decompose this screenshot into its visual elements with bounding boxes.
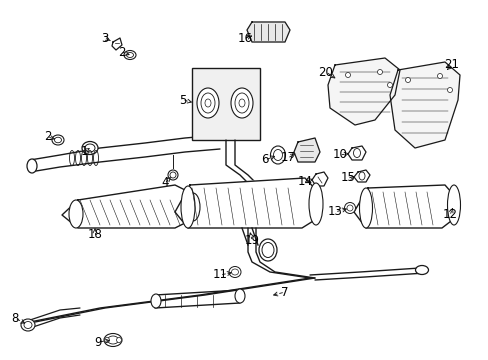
Ellipse shape — [54, 137, 61, 143]
Text: 12: 12 — [442, 208, 457, 221]
Ellipse shape — [27, 159, 37, 173]
Text: 2: 2 — [118, 45, 125, 58]
Text: 2: 2 — [44, 130, 52, 144]
Polygon shape — [293, 138, 319, 162]
Ellipse shape — [107, 336, 118, 344]
Text: 19: 19 — [244, 234, 259, 247]
Text: 21: 21 — [444, 58, 459, 72]
Ellipse shape — [201, 93, 215, 113]
Ellipse shape — [104, 337, 109, 342]
Text: 1: 1 — [80, 145, 87, 158]
Text: 8: 8 — [11, 311, 19, 324]
Ellipse shape — [104, 333, 122, 346]
Text: 14: 14 — [297, 175, 312, 189]
Text: 10: 10 — [332, 148, 347, 162]
Ellipse shape — [85, 144, 95, 152]
Polygon shape — [389, 62, 459, 148]
Text: 5: 5 — [179, 94, 186, 107]
Polygon shape — [246, 22, 289, 42]
Ellipse shape — [24, 321, 32, 328]
Polygon shape — [112, 38, 122, 50]
Ellipse shape — [386, 82, 392, 87]
Ellipse shape — [21, 319, 35, 331]
Ellipse shape — [405, 77, 409, 82]
Ellipse shape — [437, 73, 442, 78]
Ellipse shape — [185, 193, 200, 221]
Text: 15: 15 — [340, 171, 355, 184]
Ellipse shape — [344, 202, 355, 213]
Ellipse shape — [259, 239, 276, 261]
Ellipse shape — [181, 186, 195, 228]
Ellipse shape — [359, 188, 372, 228]
Ellipse shape — [151, 294, 161, 308]
Bar — [192, 68, 260, 140]
Polygon shape — [353, 185, 457, 228]
Polygon shape — [311, 172, 327, 186]
Ellipse shape — [235, 289, 244, 303]
Ellipse shape — [69, 200, 83, 228]
Ellipse shape — [345, 72, 350, 77]
Ellipse shape — [377, 69, 382, 75]
Text: 18: 18 — [87, 229, 102, 242]
Text: 4: 4 — [161, 176, 168, 189]
Polygon shape — [62, 185, 195, 228]
Ellipse shape — [231, 269, 238, 275]
Ellipse shape — [273, 149, 282, 161]
Ellipse shape — [270, 146, 285, 164]
Polygon shape — [327, 58, 399, 125]
Ellipse shape — [447, 185, 460, 225]
Text: 16: 16 — [237, 31, 252, 45]
Ellipse shape — [170, 172, 176, 178]
Polygon shape — [347, 146, 365, 160]
Ellipse shape — [239, 99, 244, 107]
Ellipse shape — [82, 141, 98, 154]
Ellipse shape — [52, 135, 64, 145]
Ellipse shape — [168, 170, 178, 180]
Ellipse shape — [228, 266, 241, 278]
Polygon shape — [353, 170, 369, 182]
Ellipse shape — [230, 88, 252, 118]
Text: 11: 11 — [212, 269, 227, 282]
Text: 6: 6 — [261, 153, 268, 166]
Ellipse shape — [447, 87, 451, 93]
Ellipse shape — [124, 50, 136, 59]
Polygon shape — [175, 178, 317, 228]
Ellipse shape — [204, 99, 210, 107]
Text: 3: 3 — [101, 31, 108, 45]
Text: 17: 17 — [280, 152, 295, 165]
Ellipse shape — [308, 183, 323, 225]
Text: 7: 7 — [281, 285, 288, 298]
Ellipse shape — [415, 265, 427, 274]
Text: 13: 13 — [327, 206, 342, 219]
Ellipse shape — [262, 243, 273, 257]
Text: 20: 20 — [318, 66, 333, 78]
Ellipse shape — [197, 88, 219, 118]
Ellipse shape — [116, 337, 121, 342]
Text: 9: 9 — [94, 336, 102, 348]
Ellipse shape — [126, 53, 133, 58]
Ellipse shape — [235, 93, 248, 113]
Ellipse shape — [346, 205, 352, 211]
